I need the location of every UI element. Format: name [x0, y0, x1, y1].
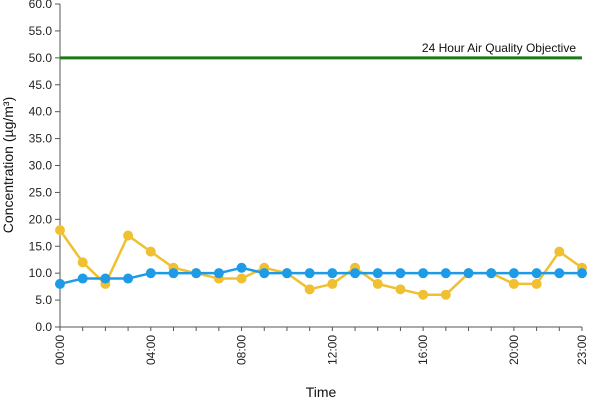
data-point: [418, 268, 429, 279]
y-tick-label: 10.0: [29, 266, 53, 280]
data-point: [77, 257, 88, 268]
data-point: [372, 268, 383, 279]
x-tick-label: 23:00: [575, 335, 589, 365]
y-tick-label: 25.0: [29, 185, 53, 199]
data-point: [259, 268, 270, 279]
x-tick-label: 08:00: [235, 335, 249, 365]
data-point: [55, 225, 65, 236]
x-tick-label: 12:00: [325, 335, 339, 365]
series-2: [55, 262, 587, 289]
data-point: [486, 268, 497, 279]
data-point: [281, 268, 292, 279]
data-point: [55, 278, 65, 289]
data-point: [304, 268, 315, 279]
y-tick-label: 45.0: [29, 78, 53, 92]
reference-line-label: 24 Hour Air Quality Objective: [422, 41, 576, 55]
y-tick-label: 20.0: [29, 212, 53, 226]
data-point: [440, 289, 451, 300]
x-tick-label: 04:00: [144, 335, 158, 365]
y-tick-label: 50.0: [29, 51, 53, 65]
reference-line-group: 24 Hour Air Quality Objective: [60, 41, 582, 60]
data-point: [350, 268, 361, 279]
axes: 0.0 5.0 10.0 15.0 20.0 25.0 30.0 35.0 40.0 45.0 50…: [29, 0, 589, 365]
series-line: [59, 266, 582, 286]
series-1: [55, 225, 587, 300]
data-point: [463, 268, 474, 279]
data-point: [395, 284, 406, 295]
x-tick-label: 20:00: [507, 335, 521, 365]
data-point: [100, 273, 111, 284]
data-point: [168, 268, 179, 279]
y-tick-label: 15.0: [29, 239, 53, 253]
y-tick-label: 5.0: [35, 293, 52, 307]
y-axis-title: Concentration (µg/m³): [0, 97, 16, 233]
y-tick-label: 35.0: [29, 132, 53, 146]
data-point: [327, 278, 338, 289]
data-point: [145, 246, 156, 257]
data-point: [531, 278, 542, 289]
data-point: [304, 284, 315, 295]
data-point: [123, 230, 134, 241]
data-point: [327, 268, 338, 279]
data-point: [372, 278, 383, 289]
data-point: [191, 268, 202, 279]
data-point: [577, 268, 587, 279]
data-point: [395, 268, 406, 279]
y-tick-label: 30.0: [29, 159, 53, 173]
data-point: [213, 268, 224, 279]
data-point: [531, 268, 542, 279]
data-point: [145, 268, 156, 279]
data-point: [418, 289, 429, 300]
data-point: [236, 262, 247, 273]
data-point: [508, 268, 519, 279]
series-group: [55, 225, 587, 300]
data-point: [236, 273, 247, 284]
data-point: [77, 273, 88, 284]
data-point: [123, 273, 134, 284]
y-tick-label: 0.0: [35, 320, 52, 334]
data-point: [508, 278, 519, 289]
series-line: [58, 229, 583, 296]
data-point: [440, 268, 451, 279]
data-point: [554, 268, 565, 279]
y-tick-label: 60.0: [29, 0, 53, 11]
x-axis-title: Time: [306, 384, 337, 400]
data-point: [554, 246, 565, 257]
x-tick-label: 16:00: [416, 335, 430, 365]
y-tick-label: 40.0: [29, 105, 53, 119]
x-tick-label: 00:00: [53, 335, 67, 365]
y-tick-label: 55.0: [29, 24, 53, 38]
